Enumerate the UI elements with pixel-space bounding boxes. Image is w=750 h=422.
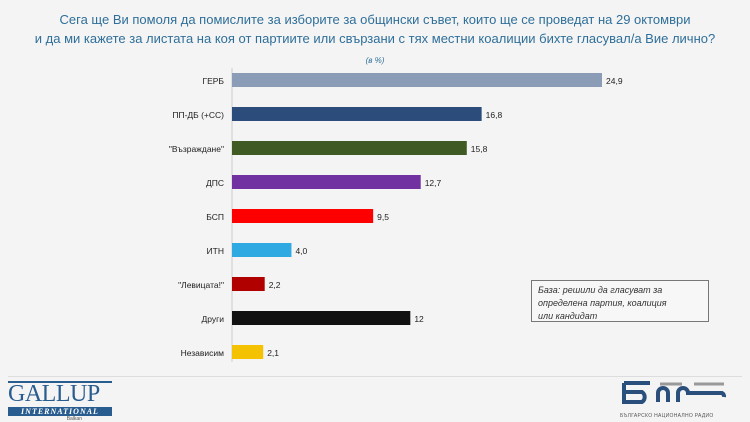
- title-line: и да ми кажете за листата на коя от парт…: [34, 31, 716, 46]
- note-line: База: решили да гласуват за: [538, 285, 663, 295]
- title-line: Сега ще Ви помоля да помислите за избори…: [59, 12, 691, 27]
- bnr-logo: БЪЛГАРСКО НАЦИОНАЛНО РАДИО: [620, 380, 740, 419]
- gallup-logo-subtext: INTERNATIONAL: [8, 407, 112, 416]
- value-label: 12: [414, 314, 424, 324]
- gallup-logo-text: GALLUP: [8, 381, 112, 406]
- gallup-logo-region: Balkan: [66, 416, 82, 422]
- unit-label: (в %): [365, 56, 385, 65]
- category-label: ПП-ДБ (+СС): [172, 110, 224, 120]
- bar: [232, 107, 482, 121]
- category-label: ГЕРБ: [202, 76, 224, 86]
- category-label: ДПС: [206, 178, 224, 188]
- gallup-logo: GALLUP INTERNATIONAL Balkan: [8, 381, 112, 422]
- category-label: БСП: [206, 212, 224, 222]
- value-label: 2,1: [267, 348, 279, 358]
- footer-divider: [8, 376, 742, 377]
- bar: [232, 311, 411, 325]
- bnr-logo-subtext: БЪЛГАРСКО НАЦИОНАЛНО РАДИО: [620, 413, 714, 419]
- bnr-logo-mark: [622, 381, 727, 404]
- bar: [232, 175, 421, 189]
- category-label: Други: [202, 314, 225, 324]
- value-label: 4,0: [295, 246, 307, 256]
- category-label: ИТН: [207, 246, 224, 256]
- category-label: "Левицата!": [178, 280, 224, 290]
- bar: [232, 345, 264, 359]
- bar: [232, 209, 374, 223]
- chart-title: Сега ще Ви помоля да помислите за избори…: [0, 10, 750, 48]
- base-note: База: решили да гласуват за определена п…: [531, 280, 709, 322]
- bar: [232, 141, 467, 155]
- note-line: определена партия, коалиция: [538, 298, 667, 308]
- value-label: 2,2: [269, 280, 281, 290]
- value-label: 9,5: [377, 212, 389, 222]
- bar: [232, 277, 265, 291]
- value-label: 24,9: [606, 76, 623, 86]
- note-line: или кандидат: [538, 311, 598, 321]
- bar: [232, 73, 602, 87]
- category-label: Независим: [181, 348, 225, 358]
- value-label: 15,8: [471, 144, 488, 154]
- value-label: 12,7: [425, 178, 442, 188]
- value-label: 16,8: [486, 110, 503, 120]
- bar: [232, 243, 292, 257]
- category-label: "Възраждане": [169, 144, 224, 154]
